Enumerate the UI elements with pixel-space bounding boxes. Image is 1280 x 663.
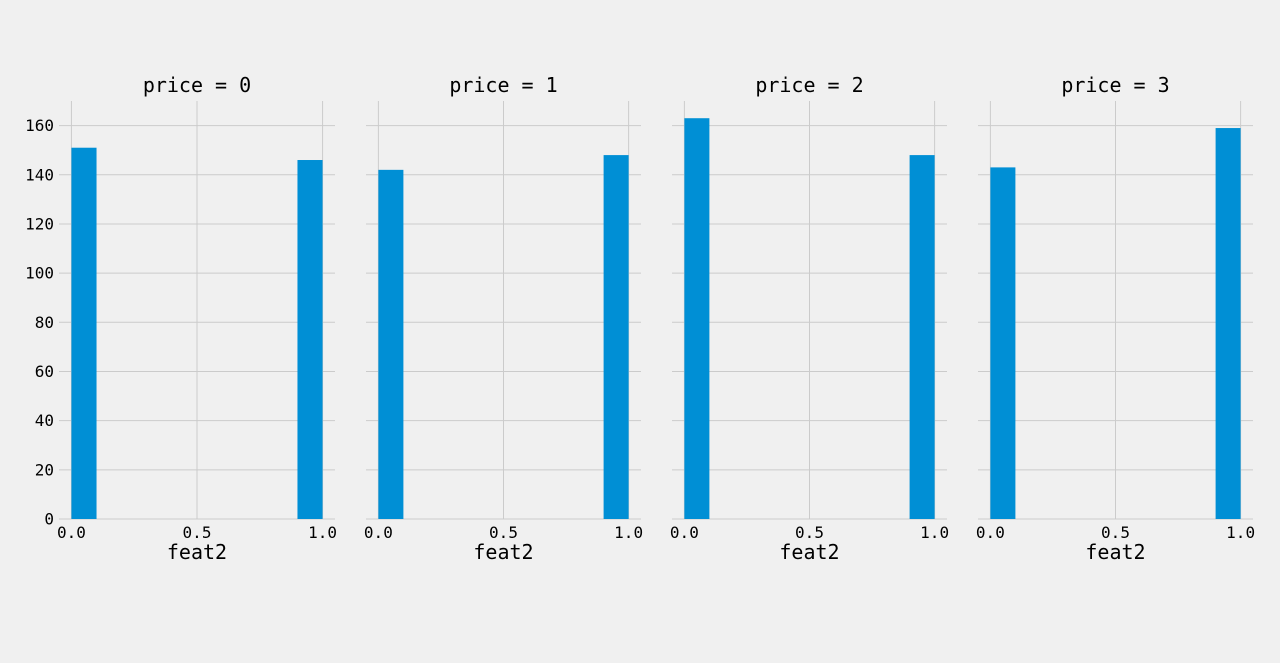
facet-title: price = 2 bbox=[755, 73, 863, 97]
x-tick-label: 0.0 bbox=[976, 523, 1005, 542]
y-tick-label: 140 bbox=[25, 165, 54, 184]
histogram-bar bbox=[990, 167, 1016, 519]
y-tick-label: 40 bbox=[35, 411, 54, 430]
facet-panel-2: 0.0 0.5 1.0 price = 2 feat2 bbox=[670, 73, 949, 564]
facet-title: price = 0 bbox=[143, 73, 251, 97]
histogram-bar bbox=[378, 169, 404, 520]
y-tick-label: 80 bbox=[35, 313, 54, 332]
x-tick-label: 0.5 bbox=[795, 523, 824, 542]
facet-panel-1: 0.0 0.5 1.0 price = 1 feat2 bbox=[364, 73, 643, 564]
x-tick-label: 1.0 bbox=[614, 523, 643, 542]
x-tick-label: 0.0 bbox=[670, 523, 699, 542]
facet-title: price = 3 bbox=[1061, 73, 1169, 97]
y-axis: 0 20 40 60 80 100 120 140 160 bbox=[25, 116, 54, 528]
x-axis-label: feat2 bbox=[779, 540, 839, 564]
facet-title: price = 1 bbox=[449, 73, 557, 97]
x-tick-label: 1.0 bbox=[1226, 523, 1255, 542]
facet-panel-0: 0.0 0.5 1.0 price = 0 feat2 bbox=[57, 73, 337, 564]
x-axis-label: feat2 bbox=[167, 540, 227, 564]
y-tick-label: 0 bbox=[44, 510, 54, 529]
histogram-bar bbox=[1215, 128, 1241, 519]
histogram-bar bbox=[684, 118, 710, 519]
x-tick-label: 0.5 bbox=[1101, 523, 1130, 542]
y-tick-label: 160 bbox=[25, 116, 54, 135]
y-tick-label: 120 bbox=[25, 214, 54, 233]
histogram-bar bbox=[909, 155, 935, 519]
x-tick-label: 1.0 bbox=[308, 523, 337, 542]
histogram-bar bbox=[71, 147, 97, 519]
x-tick-label: 0.5 bbox=[183, 523, 212, 542]
histogram-bar bbox=[297, 160, 323, 519]
y-tick-label: 100 bbox=[25, 264, 54, 283]
x-tick-label: 0.0 bbox=[364, 523, 393, 542]
x-tick-label: 1.0 bbox=[920, 523, 949, 542]
facet-panel-3: 0.0 0.5 1.0 price = 3 feat2 bbox=[976, 73, 1255, 564]
x-axis-label: feat2 bbox=[473, 540, 533, 564]
y-tick-label: 60 bbox=[35, 362, 54, 381]
x-axis-label: feat2 bbox=[1085, 540, 1145, 564]
y-tick-label: 20 bbox=[35, 460, 54, 479]
x-tick-label: 0.0 bbox=[57, 523, 86, 542]
histogram-bar bbox=[603, 155, 629, 519]
x-tick-label: 0.5 bbox=[489, 523, 518, 542]
